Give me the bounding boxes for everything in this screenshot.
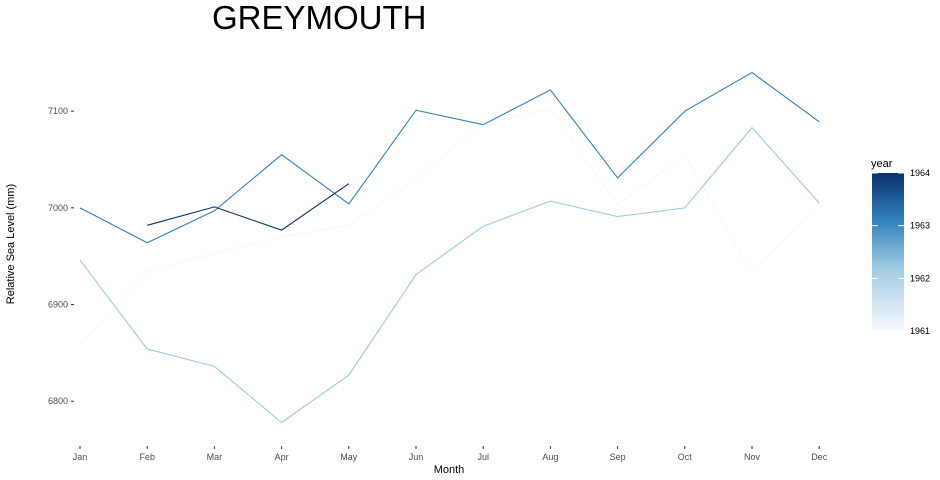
x-tick-label: Dec <box>811 452 828 462</box>
y-tick-label: 7000 <box>48 203 68 213</box>
x-axis: Jan Feb Mar Apr May Jun Jul Aug Sep Oct Nov Dec <box>73 446 828 462</box>
legend-tick-label: 1964 <box>910 168 930 178</box>
legend: year 1961 1962 1963 1964 <box>871 158 930 336</box>
x-tick-label: Mar <box>207 452 223 462</box>
x-axis-title: Month <box>434 464 465 476</box>
legend-ticks: 1961 1962 1963 1964 <box>872 168 930 336</box>
legend-tick-label: 1962 <box>910 273 930 283</box>
x-tick-label: Nov <box>744 452 761 462</box>
legend-title: year <box>871 158 893 170</box>
series-line-1961 <box>79 108 820 346</box>
series-line-1963 <box>79 71 820 244</box>
x-tick-label: Sep <box>610 452 626 462</box>
series-line-1964 <box>147 183 350 231</box>
x-tick-label: Feb <box>139 452 155 462</box>
legend-tick-label: 1961 <box>910 326 930 336</box>
legend-tick-label: 1963 <box>910 221 930 231</box>
y-tick-label: 6900 <box>48 300 68 310</box>
x-tick-label: Jun <box>409 452 424 462</box>
x-tick-label: May <box>340 452 358 462</box>
x-tick-label: Oct <box>678 452 693 462</box>
x-tick-label: Jan <box>73 452 88 462</box>
plot-area: 6800 6900 7000 7100 Jan Feb Mar Apr May Jun Jul Au… <box>48 71 828 462</box>
x-tick-label: Aug <box>542 452 558 462</box>
legend-colorbar <box>872 173 904 331</box>
y-tick-label: 6800 <box>48 396 68 406</box>
y-axis: 6800 6900 7000 7100 <box>48 106 74 406</box>
chart-title: GREYMOUTH <box>212 0 427 36</box>
y-tick-label: 7100 <box>48 106 68 116</box>
series-line-1962 <box>79 126 820 424</box>
series-lines <box>79 71 820 424</box>
x-tick-label: Jul <box>477 452 489 462</box>
x-tick-label: Apr <box>275 452 289 462</box>
y-axis-title: Relative Sea Level (mm) <box>5 184 17 304</box>
